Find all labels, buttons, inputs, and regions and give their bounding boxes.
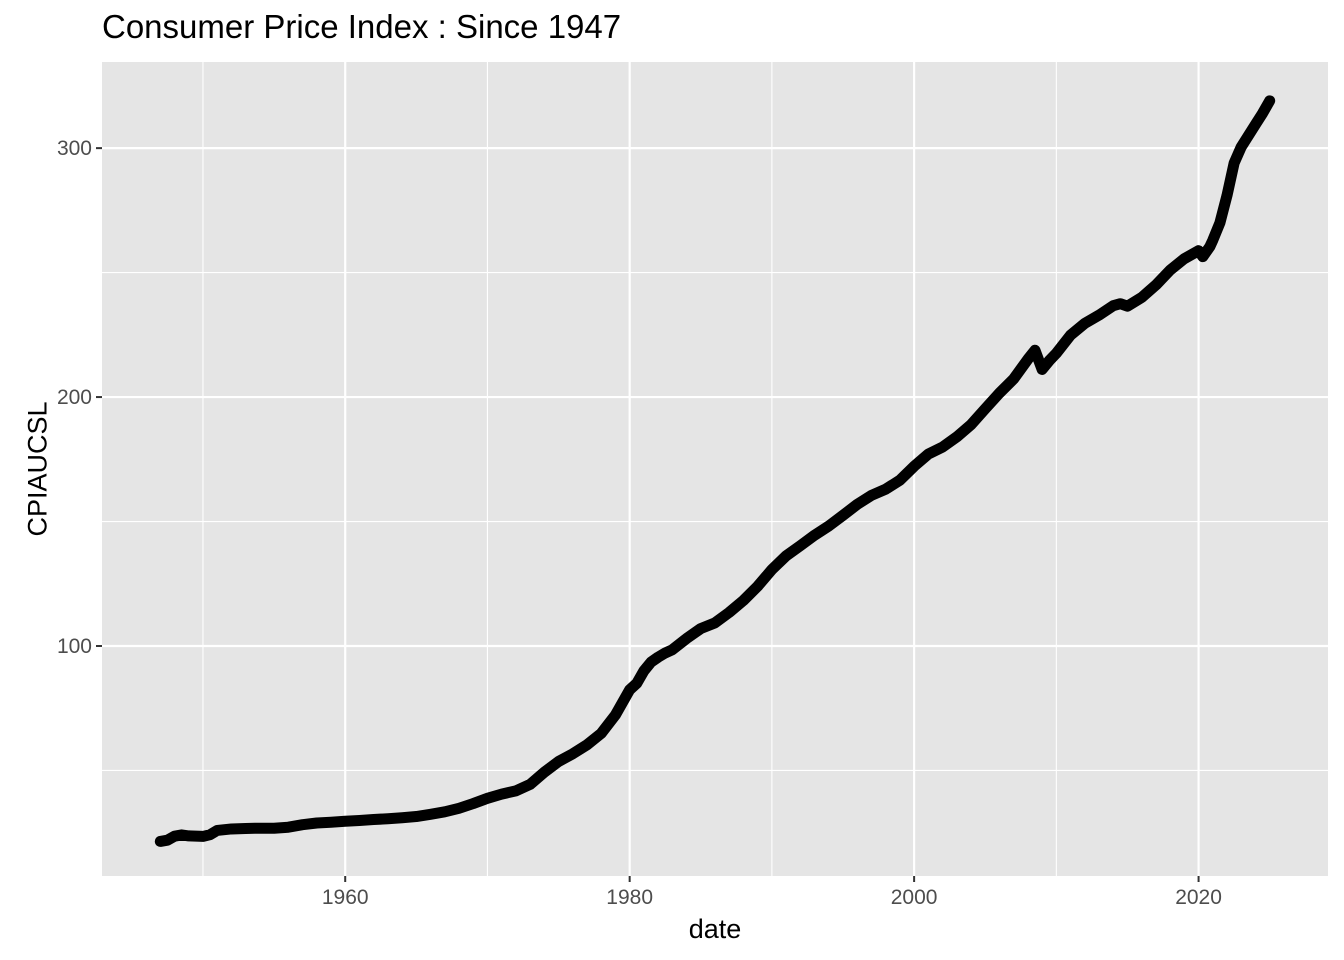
x-axis-ticks: 1960 1980 2000 2020 [322,876,1222,909]
y-axis-ticks: 100 200 300 [57,137,102,658]
x-tick-label: 2020 [1175,886,1222,909]
y-tick-label: 100 [57,635,92,658]
x-tick-label: 1980 [606,886,653,909]
chart-title: Consumer Price Index : Since 1947 [102,8,622,45]
x-tick-label: 1960 [322,886,369,909]
y-axis-label: CPIAUCSL [22,401,53,537]
y-tick-label: 200 [57,386,92,409]
minor-gridlines [102,62,1328,876]
y-tick-label: 300 [57,137,92,160]
plot-panel [102,62,1328,876]
x-axis-label: date [688,914,742,944]
x-tick-label: 2000 [891,886,938,909]
cpi-series-line [154,95,1276,847]
